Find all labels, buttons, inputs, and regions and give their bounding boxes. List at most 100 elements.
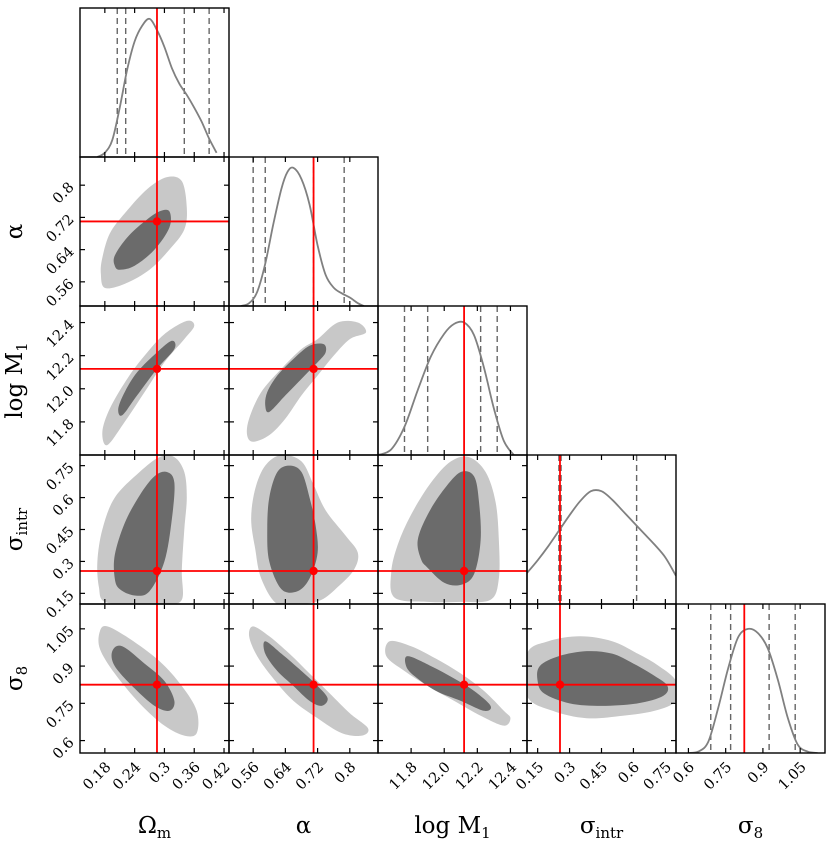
y-tick-label-sigma8: 0.75	[44, 698, 78, 732]
truth-point	[152, 566, 162, 576]
x-axis-label-sigma_intr: σintr	[580, 813, 624, 842]
y-tick-label-alpha: 0.8	[50, 180, 78, 208]
contour-panel-sigma8-vs-alpha	[248, 626, 369, 736]
x-tick-label-alpha: 0.56	[229, 759, 263, 793]
truth-sigma_intr-alpha	[229, 455, 378, 604]
contour-inner-68	[265, 343, 327, 413]
x-tick-label-Omega_m: 0.42	[199, 759, 233, 793]
y-tick-label-sigma8: 1.05	[44, 623, 78, 657]
truth-sigma_intr-Omega_m	[80, 455, 229, 604]
y-tick-label-logM1: 12.0	[44, 383, 78, 417]
y-tick-label-sigma_intr: 0.3	[50, 556, 78, 584]
panel-frame-2-2	[377, 305, 528, 456]
x-tick-label-logM1: 12.4	[486, 759, 520, 793]
panel-border	[377, 305, 528, 456]
x-tick-label-alpha: 0.8	[332, 759, 360, 787]
contour-inner-68	[417, 471, 481, 586]
marginal-curve-logM1	[378, 320, 515, 455]
truth-logM1-alpha	[229, 306, 378, 455]
x-tick-label-sigma8: 1.05	[776, 759, 810, 793]
y-tick-label-alpha: 0.72	[44, 212, 78, 246]
y-tick-label-sigma_intr: 0.15	[44, 588, 78, 622]
contour-panel-sigma_intr-vs-logM1	[390, 456, 500, 603]
truth-sigma8-alpha	[229, 604, 378, 753]
contour-inner-68	[263, 641, 328, 706]
truth-point	[309, 566, 318, 576]
contour-inner-68	[267, 465, 318, 593]
x-tick-label-sigma_intr: 0.45	[577, 759, 611, 793]
marginal-sigma_intr	[527, 455, 676, 604]
marginal-alpha	[240, 157, 365, 306]
panel-border	[675, 603, 826, 754]
truth-point	[555, 680, 565, 689]
y-tick-label-alpha: 0.64	[44, 244, 78, 278]
contour-outer-95	[246, 320, 367, 442]
truth-point	[459, 680, 469, 689]
x-tick-label-sigma_intr: 0.3	[552, 759, 580, 787]
truth-point	[309, 364, 318, 374]
x-tick-label-logM1: 12.0	[420, 759, 454, 793]
x-axis-label-sigma8: σ8	[738, 813, 763, 842]
contour-inner-68	[113, 471, 175, 596]
contour-panel-logM1-vs-alpha	[246, 320, 367, 442]
truth-sigma8-logM1	[378, 604, 527, 753]
contour-panel-alpha-vs-Omega_m	[100, 176, 187, 289]
contour-panel-logM1-vs-Omega_m	[102, 320, 195, 446]
x-axis-label-alpha: α	[296, 813, 312, 839]
truth-point	[459, 566, 469, 576]
y-axis-label-logM1: log M1	[2, 342, 31, 418]
contour-inner-68	[537, 651, 669, 706]
contour-inner-68	[118, 340, 176, 416]
x-tick-label-sigma8: 0.75	[701, 759, 735, 793]
y-tick-label-alpha: 0.56	[44, 276, 78, 310]
contour-panel-sigma8-vs-Omega_m	[98, 626, 199, 737]
y-tick-label-logM1: 12.4	[44, 317, 78, 351]
marginal-curve-sigma_intr	[527, 489, 676, 577]
x-axis-label-logM1: log M1	[414, 813, 490, 842]
y-tick-label-sigma8: 0.6	[50, 735, 78, 763]
x-tick-label-alpha: 0.72	[293, 759, 327, 793]
x-tick-label-sigma8: 0.9	[745, 759, 773, 787]
y-tick-label-sigma_intr: 0.45	[44, 524, 78, 558]
x-tick-label-Omega_m: 0.18	[80, 759, 114, 793]
truth-point	[152, 364, 162, 374]
x-tick-label-Omega_m: 0.36	[170, 759, 204, 793]
panel-border	[526, 454, 677, 605]
x-tick-label-logM1: 12.2	[453, 759, 487, 793]
panel-frame-1-1	[228, 156, 379, 307]
truth-logM1-Omega_m	[80, 306, 229, 455]
truth-alpha-Omega_m	[80, 157, 229, 306]
marginal-sigma8	[688, 604, 818, 753]
contour-panel-sigma_intr-vs-Omega_m	[97, 455, 187, 604]
contour-inner-68	[111, 645, 175, 711]
x-tick-label-sigma8: 0.6	[670, 759, 698, 787]
x-tick-label-sigma_intr: 0.15	[513, 759, 547, 793]
marginal-curve-alpha	[240, 166, 365, 306]
y-tick-label-logM1: 11.8	[44, 416, 78, 450]
truth-sigma8-sigma_intr	[527, 604, 676, 753]
truth-sigma8-Omega_m	[80, 604, 229, 753]
marginal-curve-sigma8	[688, 627, 818, 753]
y-axis-label-sigma_intr: σintr	[2, 507, 31, 551]
panel-frame-4-4	[675, 603, 826, 754]
x-tick-label-sigma_intr: 0.6	[615, 759, 643, 787]
y-axis-label-alpha: α	[2, 224, 28, 240]
panel-frame-3-3	[526, 454, 677, 605]
truth-point	[152, 217, 162, 226]
contour-panel-sigma8-vs-logM1	[385, 640, 511, 726]
y-tick-label-logM1: 12.2	[44, 350, 78, 384]
marginal-logM1	[378, 306, 515, 455]
panel-border	[228, 156, 379, 307]
x-tick-label-Omega_m: 0.24	[110, 759, 144, 793]
contour-inner-68	[405, 656, 492, 711]
x-tick-label-logM1: 11.8	[387, 759, 421, 793]
y-tick-label-sigma_intr: 0.6	[50, 492, 78, 520]
y-tick-label-sigma8: 0.9	[50, 660, 78, 688]
y-tick-label-sigma_intr: 0.75	[44, 460, 78, 494]
truth-sigma_intr-logM1	[378, 455, 527, 604]
contour-panel-sigma8-vs-sigma_intr	[527, 636, 676, 719]
truth-point	[152, 680, 162, 689]
contour-outer-95	[102, 320, 195, 446]
truth-point	[309, 680, 318, 689]
